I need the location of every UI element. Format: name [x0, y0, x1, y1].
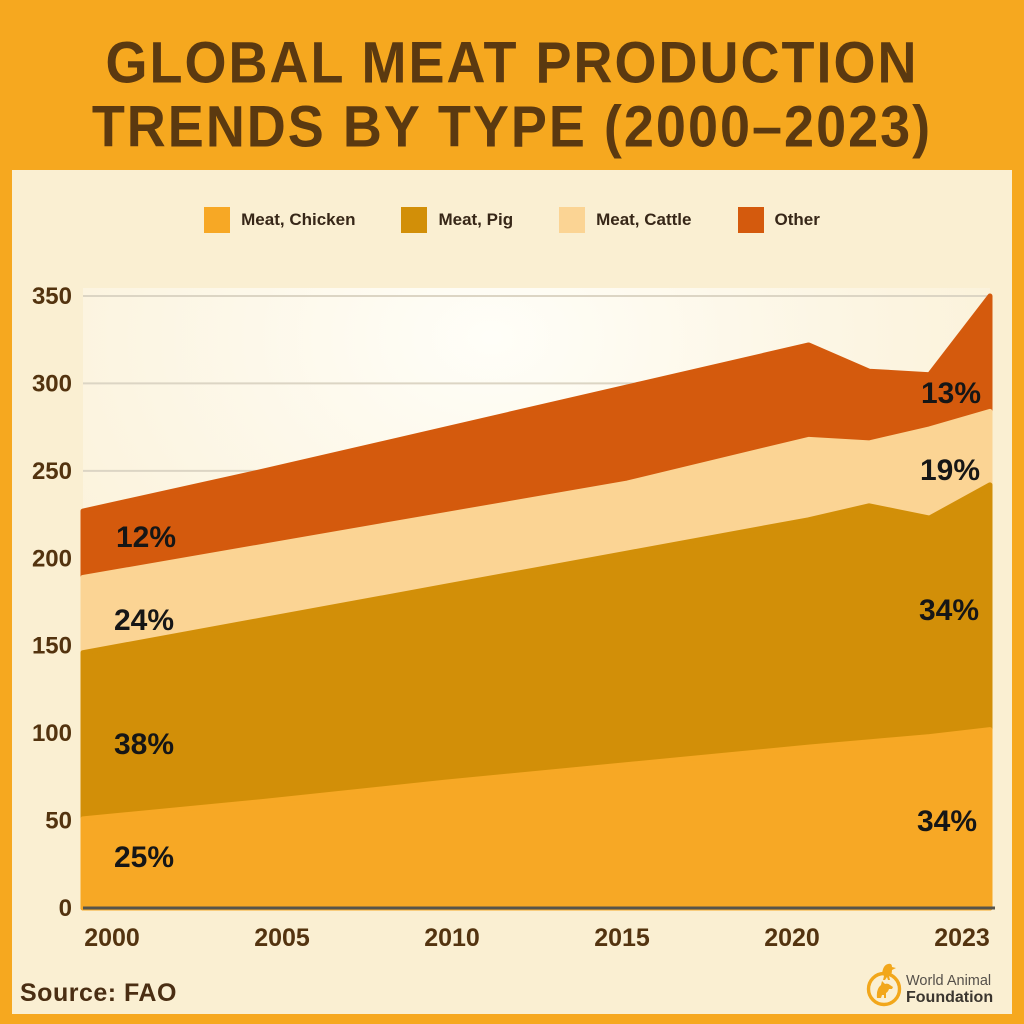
y-tick-label-0: 0 [59, 895, 72, 922]
legend-swatch-icon [737, 207, 764, 233]
logo: World Animal Foundation [866, 963, 993, 1007]
annotation-2000-other: 12% [116, 521, 176, 554]
y-tick-label-350: 350 [32, 283, 72, 310]
legend-label: Meat, Pig [438, 210, 514, 229]
y-tick-label-200: 200 [32, 545, 72, 572]
bird-icon [882, 963, 896, 980]
annotation-2023-meat-chicken: 34% [917, 805, 977, 838]
x-tick-label-2010: 2010 [424, 924, 480, 952]
legend-swatch-icon [559, 207, 586, 233]
legend-swatch-icon [204, 207, 231, 233]
annotation-2023-meat-cattle: 19% [920, 454, 980, 487]
x-tick-label-2015: 2015 [594, 924, 650, 952]
source-label: Source: FAO [20, 979, 177, 1007]
legend-item-2: Meat, Cattle [559, 207, 692, 233]
y-tick-label-100: 100 [32, 720, 72, 747]
y-tick-label-150: 150 [32, 633, 72, 660]
y-tick-label-300: 300 [32, 370, 72, 397]
annotation-2023-other: 13% [921, 377, 981, 410]
chart-title-line1: GLOBAL MEAT PRODUCTION [105, 30, 919, 96]
logo-text-line1: World Animal [906, 973, 991, 989]
y-tick-label-250: 250 [32, 458, 72, 485]
x-tick-label-2005: 2005 [254, 924, 310, 952]
legend-label: Meat, Chicken [241, 210, 356, 229]
x-tick-label-2000: 2000 [84, 924, 140, 952]
x-tick-label-2020: 2020 [764, 924, 820, 952]
chart-title-line2: TRENDS BY TYPE (2000–2023) [91, 94, 933, 160]
area-meat-chicken [80, 727, 993, 911]
legend: Meat, Chicken Meat, Pig Meat, Cattle Other [0, 207, 1024, 233]
legend-swatch-icon [401, 207, 428, 233]
annotation-2023-meat-pig: 34% [919, 594, 979, 627]
legend-item-0: Meat, Chicken [204, 207, 355, 233]
legend-label: Meat, Cattle [596, 210, 692, 229]
y-tick-label-50: 50 [45, 808, 72, 835]
legend-item-3: Other [737, 207, 820, 233]
legend-label: Other [774, 210, 820, 229]
dog-icon [876, 981, 893, 998]
x-tick-label-2023: 2023 [934, 924, 990, 952]
logo-text-line2: Foundation [906, 989, 993, 1006]
legend-item-1: Meat, Pig [401, 207, 513, 233]
annotation-2000-meat-pig: 38% [114, 728, 174, 761]
annotation-2000-meat-cattle: 24% [114, 604, 174, 637]
annotation-2000-meat-chicken: 25% [114, 841, 174, 874]
